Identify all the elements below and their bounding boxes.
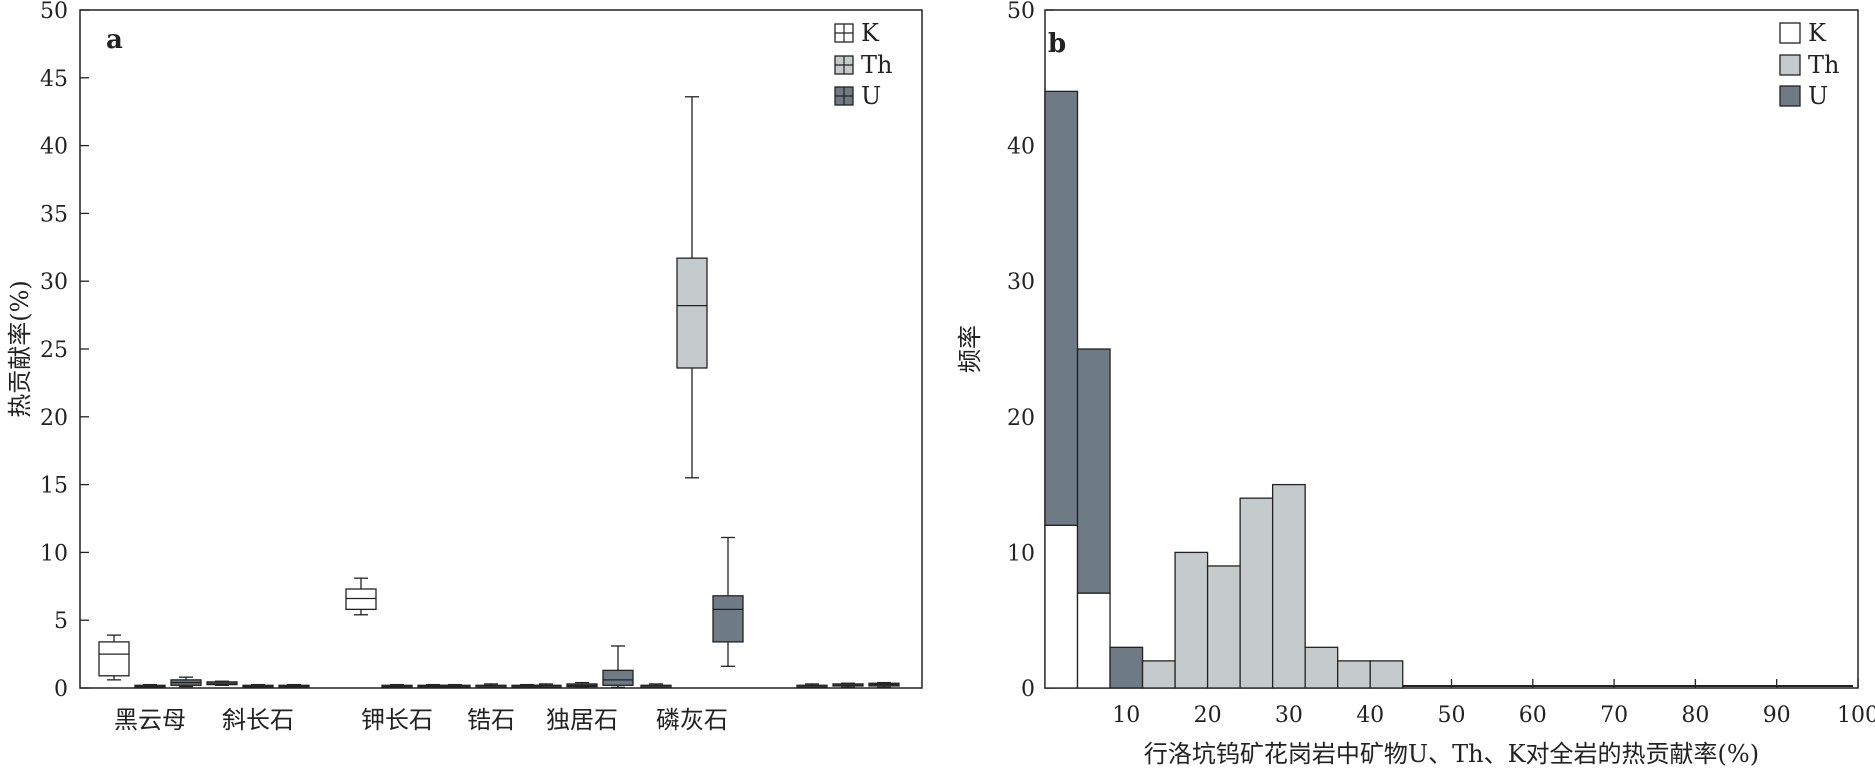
y-tick-label: 20 bbox=[1007, 406, 1035, 431]
box-U bbox=[712, 595, 744, 643]
bar-Th bbox=[1239, 497, 1274, 689]
x-axis-title: 行洛坑钨矿花岗岩中矿物U、Th、K对全岩的热贡献率(%) bbox=[1144, 740, 1759, 768]
category-label: 黑云母 bbox=[114, 706, 186, 734]
panel-a-frame bbox=[79, 9, 923, 689]
bar-U bbox=[1044, 90, 1079, 526]
category-label: 锆石 bbox=[467, 706, 515, 734]
legend-swatch-Th bbox=[1779, 54, 1801, 76]
x-tick-label: 70 bbox=[1600, 703, 1628, 728]
x-tick-label: 20 bbox=[1194, 703, 1222, 728]
x-tick-label: 100 bbox=[1837, 703, 1875, 728]
x-tick-label: 30 bbox=[1275, 703, 1303, 728]
panel-b: 0 10 20 30 40 50 10 20 30 40 50 60 70 80 90 100 频率行洛坑钨矿花… bbox=[956, 0, 1875, 768]
legend-label-K: K bbox=[1808, 19, 1827, 47]
y-tick-label: 30 bbox=[40, 270, 68, 295]
y-tick-label: 10 bbox=[40, 541, 68, 566]
legend-label-K: K bbox=[861, 19, 880, 47]
category-label: 钾长石 bbox=[361, 706, 433, 734]
x-tick-label: 80 bbox=[1681, 703, 1709, 728]
x-tick-label: 10 bbox=[1112, 703, 1140, 728]
x-tick-label: 40 bbox=[1356, 703, 1384, 728]
y-axis-title: 热贡献率(%) bbox=[6, 280, 34, 418]
y-tick-label: 5 bbox=[54, 609, 68, 634]
bar-Th bbox=[1174, 551, 1209, 689]
y-tick-label: 10 bbox=[1007, 541, 1035, 566]
y-tick-label: 20 bbox=[40, 406, 68, 431]
panel-label-a: a bbox=[106, 25, 123, 55]
legend-swatch-U bbox=[1779, 85, 1801, 107]
y-tick-label: 40 bbox=[1007, 135, 1035, 160]
y-tick-label: 45 bbox=[40, 67, 68, 92]
box-U bbox=[602, 669, 634, 686]
category-label: 磷灰石 bbox=[656, 706, 728, 734]
bar-U bbox=[1076, 348, 1111, 594]
bar-Th bbox=[1206, 565, 1241, 689]
x-tick-label: 90 bbox=[1763, 703, 1791, 728]
y-tick-label: 50 bbox=[40, 0, 68, 24]
bar-Th bbox=[1337, 660, 1371, 689]
y-tick-label: 30 bbox=[1007, 270, 1035, 295]
legend-label-Th: Th bbox=[1808, 51, 1839, 79]
x-tick-label: 50 bbox=[1438, 703, 1466, 728]
bar-Th bbox=[1304, 646, 1339, 689]
y-tick-label: 35 bbox=[40, 202, 68, 227]
y-tick-label: 15 bbox=[40, 474, 68, 499]
y-tick-label: 50 bbox=[1007, 0, 1035, 24]
y-tick-label: 0 bbox=[54, 677, 68, 702]
y-axis-title: 频率 bbox=[956, 325, 984, 373]
y-tick-label: 40 bbox=[40, 135, 68, 160]
panel-a: 0 5 10 15 20 25 30 35 40 45 50 热贡献率(%) a 黑云母 斜长石 钾长石 锆石 独… bbox=[6, 0, 923, 734]
bar-Th bbox=[1271, 483, 1306, 689]
bar-U bbox=[1109, 646, 1144, 689]
y-tick-label: 25 bbox=[40, 338, 68, 363]
legend-label-Th: Th bbox=[861, 51, 892, 79]
x-tick-label: 60 bbox=[1519, 703, 1547, 728]
bar-K bbox=[1076, 592, 1111, 689]
legend-swatch-K bbox=[1779, 22, 1801, 44]
legend-label-U: U bbox=[861, 82, 881, 110]
bar-Th bbox=[1369, 660, 1404, 689]
box-K bbox=[98, 641, 130, 677]
box-Th bbox=[676, 257, 708, 369]
bar-K bbox=[1044, 524, 1079, 689]
box-K bbox=[345, 588, 377, 611]
bar-Th bbox=[1141, 660, 1176, 689]
category-label: 斜长石 bbox=[222, 706, 294, 734]
panel-label-b: b bbox=[1048, 29, 1066, 59]
category-label: 独居石 bbox=[546, 706, 618, 734]
legend-label-U: U bbox=[1808, 82, 1828, 110]
panel-b-frame bbox=[1044, 9, 1859, 689]
y-tick-label: 0 bbox=[1021, 677, 1035, 702]
